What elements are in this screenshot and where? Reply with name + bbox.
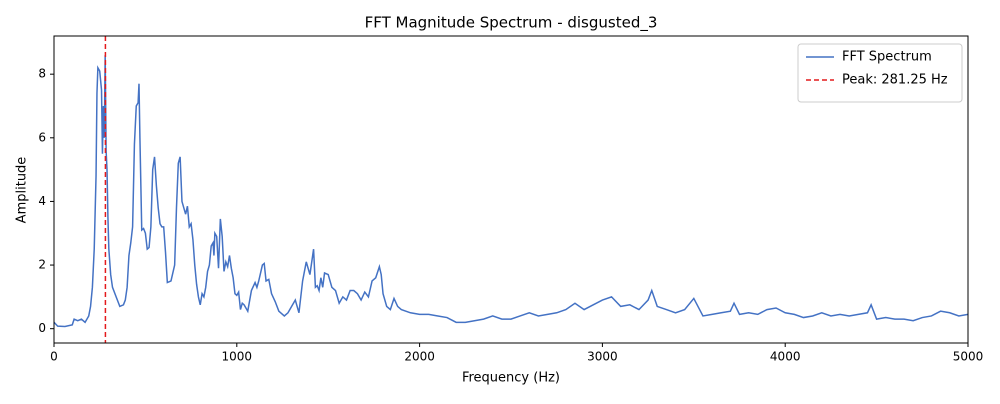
y-tick-label: 0: [38, 321, 46, 335]
plot-frame: [53, 35, 969, 344]
legend-box: [797, 43, 963, 103]
spectrum-line: [54, 55, 968, 328]
x-tick-label: 3000: [587, 350, 618, 364]
x-tick-label: 5000: [953, 350, 984, 364]
chart-title: FFT Magnitude Spectrum - disgusted_3: [365, 14, 658, 33]
y-tick-label: 8: [38, 67, 46, 81]
x-tick-label: 1000: [222, 350, 253, 364]
y-tick-label: 6: [38, 130, 46, 144]
legend-label: Peak: 281.25 Hz: [842, 73, 948, 88]
y-tick-label: 2: [38, 258, 46, 272]
x-tick-label: 2000: [404, 350, 435, 364]
x-tick-label: 4000: [770, 350, 801, 364]
y-tick-label: 4: [38, 194, 46, 208]
y-axis-label: Amplitude: [15, 157, 30, 224]
legend-label: FFT Spectrum: [842, 50, 932, 65]
x-tick-label: 0: [50, 350, 58, 364]
x-axis-label: Frequency (Hz): [462, 371, 560, 386]
